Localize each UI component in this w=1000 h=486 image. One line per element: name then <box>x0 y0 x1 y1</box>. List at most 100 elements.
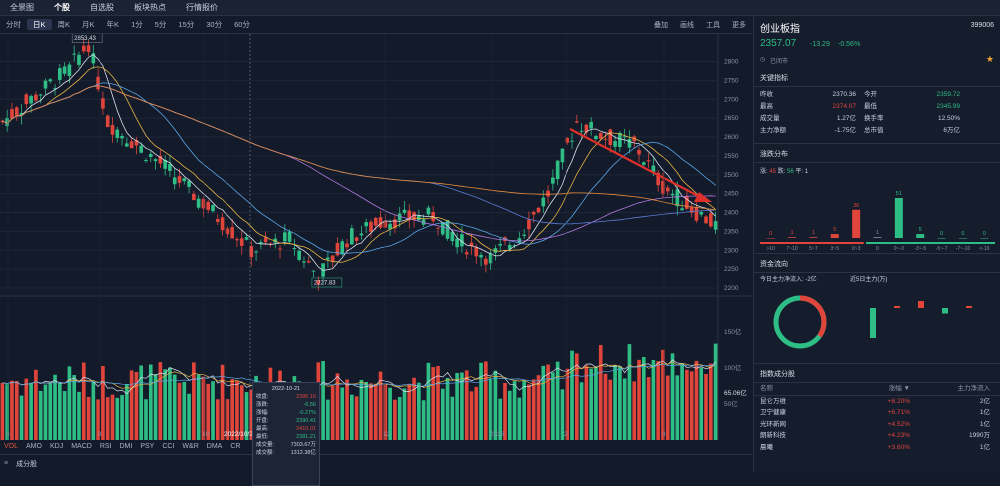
distribution-count: 1 <box>812 230 815 236</box>
metric-value: 2370.36 <box>832 91 857 98</box>
volume-bar <box>579 382 584 440</box>
indicator-tab[interactable]: CR <box>230 442 241 450</box>
indicator-tab[interactable]: W&R <box>182 442 199 450</box>
top-nav-item[interactable]: 全景图 <box>10 3 34 12</box>
volume-bar <box>421 400 426 440</box>
x-tick-label: 3 <box>662 431 666 438</box>
candle-body <box>14 107 19 116</box>
components-header: 名称 涨幅 ▼ 主力净流入 <box>754 383 1000 396</box>
table-cell: +6.71% <box>887 409 910 416</box>
timeframe-tab[interactable]: 15分 <box>178 20 195 29</box>
table-row[interactable]: 晨曦 +3.60% 1亿 <box>754 442 1000 454</box>
x-tick-label: 10 <box>202 431 210 438</box>
candle-body <box>125 143 129 147</box>
volume-bar <box>426 362 431 440</box>
bottom-tab[interactable]: 成分股 <box>16 460 38 468</box>
volume-bar <box>699 367 704 440</box>
candle-body <box>651 165 656 173</box>
metric-value: 2345.99 <box>936 103 961 110</box>
metric-value: -1.75亿 <box>834 127 856 134</box>
chart-tool-button[interactable]: 画线 <box>680 22 694 29</box>
volume-bar <box>493 370 498 440</box>
timeframe-tab[interactable]: 30分 <box>206 20 223 29</box>
volume-bar <box>560 389 565 440</box>
timeframe-tab[interactable]: 日K <box>27 19 52 30</box>
indicator-tab[interactable]: RSI <box>99 442 112 450</box>
indicator-tab[interactable]: MACD <box>71 442 92 450</box>
candle-body <box>134 140 139 146</box>
components-header-cell[interactable]: 涨幅 ▼ <box>888 385 910 392</box>
volume-bar <box>661 349 665 440</box>
timeframe-tab[interactable]: 60分 <box>234 20 250 29</box>
bottom-menu-icon[interactable]: ≡ <box>4 460 9 467</box>
chart-tool-button[interactable]: 叠加 <box>654 22 668 29</box>
table-cell: 1990万 <box>969 432 990 439</box>
timeframe-tab[interactable]: 5分 <box>154 20 167 29</box>
candle-body <box>536 207 541 213</box>
indicator-tab[interactable]: VOL <box>4 442 19 450</box>
candle-body <box>675 189 680 207</box>
top-nav-item[interactable]: 个股 <box>54 3 70 12</box>
candle-body <box>62 66 67 74</box>
candle-body <box>81 45 86 52</box>
timeframe-tab[interactable]: 1分 <box>131 20 143 29</box>
today-flow-label: 今日主力净流入: -2亿 <box>760 277 817 283</box>
kline-chart[interactable]: 2800275027002650260025502500245024002350… <box>0 34 752 440</box>
table-row[interactable]: 卫宁健康 +6.71% 1亿 <box>754 407 1000 419</box>
volume-bar <box>507 390 512 440</box>
candle-body <box>225 228 230 235</box>
candle-body <box>704 216 708 224</box>
volume-bar <box>158 362 163 440</box>
table-row[interactable]: 昆仑万维 +8.20% 2亿 <box>754 396 1000 408</box>
candle-body <box>421 219 426 225</box>
distribution-bar <box>830 234 839 238</box>
chart-tool-button[interactable]: 更多 <box>732 22 746 29</box>
candle-body <box>58 68 62 80</box>
indicator-tab[interactable]: KDJ <box>49 442 64 450</box>
volume-bar <box>345 379 349 440</box>
indicator-tab[interactable]: AMO <box>26 442 42 450</box>
bottom-tab-bar: ≡ 成分股 <box>0 454 752 472</box>
candle-body <box>53 88 57 90</box>
chart-tool-button[interactable]: 工具 <box>706 22 720 29</box>
candle-body <box>570 140 574 142</box>
volume-bar <box>551 372 555 440</box>
distribution-count: 36 <box>853 203 859 209</box>
candle-body <box>244 237 249 240</box>
timeframe-tab[interactable]: 月K <box>82 20 95 29</box>
index-price: 2357.07 <box>760 38 797 49</box>
volume-bar <box>172 374 177 440</box>
volume-bar <box>484 361 488 440</box>
volume-bar <box>350 394 354 440</box>
table-row[interactable]: 朗新科技 +4.23% 1990万 <box>754 430 1000 442</box>
top-nav-item[interactable]: 行情报价 <box>186 3 218 12</box>
volume-bar <box>603 373 608 440</box>
timeframe-tab[interactable]: 分时 <box>6 20 21 29</box>
volume-bar <box>62 391 67 440</box>
distribution-title: 涨跌分布 <box>754 146 1000 163</box>
volume-bar <box>105 397 110 440</box>
candle-body <box>373 217 378 226</box>
top-nav-item[interactable]: 板块热点 <box>134 3 166 12</box>
metric-label: 主力净额 <box>760 127 786 134</box>
price-tick-label: 2200 <box>724 285 739 292</box>
volume-bar <box>646 377 651 440</box>
candle-body <box>239 238 244 246</box>
high-price-label: 2853.43 <box>71 34 103 43</box>
candle-body <box>139 145 144 153</box>
table-row[interactable]: 光环新网 +4.52% 1亿 <box>754 419 1000 431</box>
indicator-tab[interactable]: PSY <box>140 442 155 450</box>
candle-body <box>115 129 120 138</box>
indicator-tab[interactable]: DMI <box>119 442 133 450</box>
timeframe-tab[interactable]: 周K <box>57 20 71 29</box>
indicator-tab[interactable]: DMA <box>206 442 223 450</box>
volume-bar <box>388 387 392 440</box>
top-nav-item[interactable]: 自选股 <box>90 3 114 12</box>
metric-value: 1.27亿 <box>836 115 856 122</box>
candle-body <box>19 112 24 116</box>
price-tick-label: 2500 <box>724 172 739 179</box>
indicator-tab[interactable]: CCI <box>162 442 175 450</box>
timeframe-tab[interactable]: 年K <box>106 20 120 29</box>
price-tick-label: 2450 <box>724 191 739 198</box>
star-icon[interactable]: ★ <box>985 54 994 64</box>
